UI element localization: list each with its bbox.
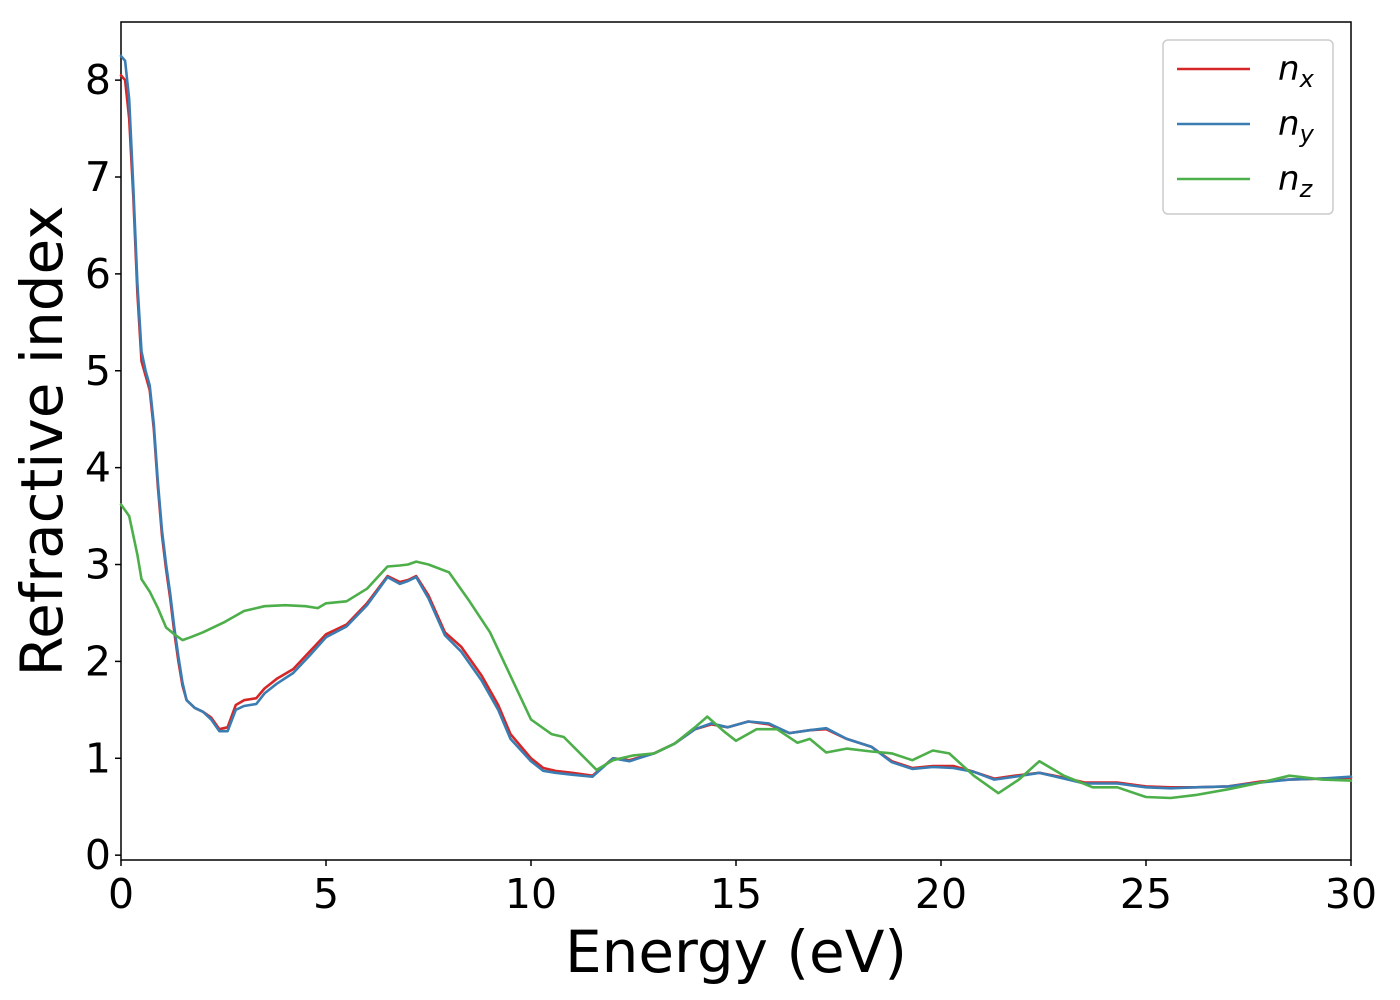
x-tick-label: 0 xyxy=(108,870,134,918)
legend-label-nz: nz xyxy=(1278,159,1314,203)
y-tick-label: 3 xyxy=(85,541,111,589)
legend-items: nx ny nz xyxy=(1177,49,1315,203)
x-tick-label: 5 xyxy=(313,870,339,918)
legend-box xyxy=(1162,39,1334,215)
series-layer xyxy=(119,54,1353,800)
y-tick-label: 4 xyxy=(85,444,111,492)
y-tick-label: 6 xyxy=(85,250,111,298)
legend-label-nx: nx xyxy=(1278,49,1315,93)
x-axis-ticks: 0 5 10 15 20 25 30 xyxy=(108,860,1377,918)
y-tick-label: 5 xyxy=(85,347,111,395)
x-tick-label: 15 xyxy=(710,870,762,918)
series-line-nz xyxy=(119,503,1353,800)
legend: nx ny nz xyxy=(1162,39,1334,215)
x-tick-label: 25 xyxy=(1120,870,1172,918)
plot-area xyxy=(120,21,1352,861)
y-axis-label: Refractive index xyxy=(8,205,76,676)
y-tick-label: 7 xyxy=(85,153,111,201)
x-tick-label: 30 xyxy=(1325,870,1377,918)
y-axis-ticks: 0 1 2 3 4 5 6 7 8 xyxy=(85,56,121,879)
y-tick-label: 1 xyxy=(85,734,111,782)
y-tick-label: 8 xyxy=(85,56,111,104)
y-tick-label: 0 xyxy=(85,831,111,879)
series-line-ny xyxy=(119,54,1353,790)
x-tick-label: 10 xyxy=(505,870,557,918)
legend-label-ny: ny xyxy=(1278,104,1315,148)
x-tick-label: 20 xyxy=(915,870,967,918)
y-tick-label: 2 xyxy=(85,637,111,685)
x-axis-label: Energy (eV) xyxy=(565,918,907,986)
